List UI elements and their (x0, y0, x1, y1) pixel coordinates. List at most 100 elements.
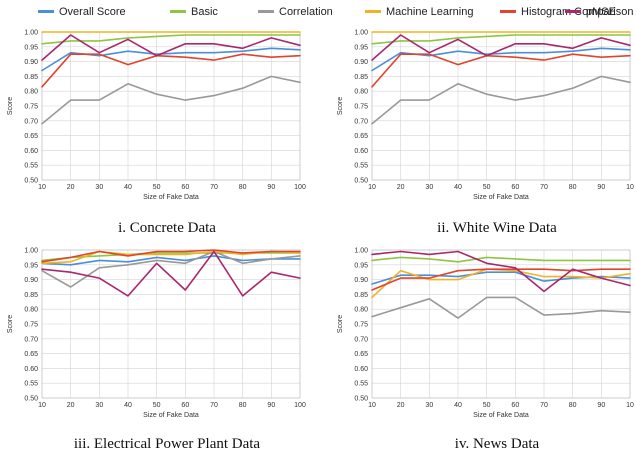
x-tick-label: 10 (38, 184, 46, 191)
x-tick-label: 60 (511, 184, 519, 191)
series-line-pmse (41, 250, 301, 297)
y-tick-label: 0.90 (354, 277, 368, 284)
series-line-basic (371, 256, 631, 263)
series-line-pmse (371, 250, 631, 293)
y-tick-label: 0.85 (24, 74, 38, 81)
legend-item-machine-learning: Machine Learning (365, 6, 473, 18)
y-tick-label: 0.50 (354, 396, 368, 403)
y-tick-label: 0.60 (24, 366, 38, 373)
x-tick-label: 80 (239, 184, 247, 191)
legend-swatch (500, 9, 516, 13)
legend-label: pMSE (586, 6, 616, 18)
x-tick-label: 90 (597, 402, 605, 409)
x-tick-label: 40 (454, 402, 462, 409)
y-tick-label: 0.55 (354, 381, 368, 388)
y-tick-label: 0.55 (24, 381, 38, 388)
y-tick-label: 0.85 (354, 292, 368, 299)
series-line-machine-learning (371, 268, 631, 299)
series-line-basic (371, 34, 631, 45)
x-tick-label: 40 (124, 402, 132, 409)
chart-panel-1: 0.50 0.55 0.60 0.65 0.70 0.75 0.80 0.85 0.90 0.95… (7, 30, 306, 237)
x-tick-label: 60 (181, 184, 189, 191)
y-tick-label: 0.90 (24, 277, 38, 284)
legend-label: Correlation (279, 6, 333, 18)
series-line-basic (41, 34, 301, 45)
legend-swatch (258, 9, 274, 13)
x-tick-label: 70 (210, 184, 218, 191)
x-tick-label: 80 (569, 184, 577, 191)
chart-panel-4: 0.50 0.55 0.60 0.65 0.70 0.75 0.80 0.85 0.90 0.95… (337, 248, 634, 453)
x-tick-label: 40 (124, 184, 132, 191)
x-tick-label: 10 (626, 184, 634, 191)
chart-caption: ii. White Wine Data (437, 220, 557, 236)
y-tick-label: 0.95 (24, 262, 38, 269)
y-axis-label: Score (7, 97, 14, 115)
x-tick-label: 90 (597, 184, 605, 191)
y-tick-label: 0.95 (24, 44, 38, 51)
x-tick-label: 30 (425, 184, 433, 191)
series-line-histogram-comparison (41, 53, 301, 88)
legend-label: Machine Learning (386, 6, 474, 18)
x-tick-label: 50 (483, 184, 491, 191)
y-tick-label: 0.50 (24, 178, 38, 185)
y-tick-label: 0.65 (24, 133, 38, 140)
y-tick-label: 0.75 (354, 322, 368, 329)
x-axis-label: Size of Fake Data (143, 194, 199, 201)
x-tick-label: 20 (67, 402, 75, 409)
y-tick-label: 0.95 (354, 44, 368, 51)
y-tick-label: 0.60 (354, 366, 368, 373)
chart-caption: iii. Electrical Power Plant Data (74, 436, 261, 452)
y-tick-label: 0.75 (354, 104, 368, 111)
x-tick-label: 10 (38, 402, 46, 409)
x-axis-label: Size of Fake Data (143, 412, 199, 419)
y-tick-label: 0.80 (24, 307, 38, 314)
y-axis-label: Score (337, 315, 344, 333)
x-tick-label: 80 (569, 402, 577, 409)
legend-swatch (365, 9, 381, 13)
y-axis-label: Score (337, 97, 344, 115)
y-tick-label: 0.80 (24, 89, 38, 96)
x-tick-label: 70 (540, 402, 548, 409)
x-tick-label: 30 (95, 184, 103, 191)
x-tick-label: 60 (181, 402, 189, 409)
y-tick-label: 0.65 (24, 351, 38, 358)
x-tick-label: 20 (397, 402, 405, 409)
legend-swatch (170, 9, 186, 13)
y-tick-label: 0.90 (354, 59, 368, 66)
y-tick-label: 0.65 (354, 133, 368, 140)
legend-swatch (38, 9, 54, 13)
y-axis-label: Score (7, 315, 14, 333)
chart-caption: i. Concrete Data (118, 220, 216, 236)
y-tick-label: 0.70 (24, 118, 38, 125)
y-tick-label: 0.50 (354, 178, 368, 185)
x-tick-label: 90 (267, 184, 275, 191)
series-line-correlation (41, 250, 301, 288)
y-tick-label: 0.60 (354, 148, 368, 155)
x-tick-label: 100 (294, 402, 306, 409)
y-tick-label: 0.85 (354, 74, 368, 81)
x-tick-label: 60 (511, 402, 519, 409)
y-tick-label: 1.00 (24, 30, 38, 37)
y-tick-label: 0.90 (24, 59, 38, 66)
y-tick-label: 0.65 (354, 351, 368, 358)
x-tick-label: 50 (483, 402, 491, 409)
y-tick-label: 0.70 (354, 118, 368, 125)
y-tick-label: 1.00 (24, 248, 38, 255)
series-line-correlation (371, 296, 631, 319)
legend-item-correlation: Correlation (258, 6, 333, 18)
y-tick-label: 0.80 (354, 307, 368, 314)
chart-caption: iv. News Data (455, 436, 540, 452)
x-tick-label: 30 (95, 402, 103, 409)
x-tick-label: 40 (454, 184, 462, 191)
series-line-overall-score (371, 47, 631, 72)
plot-frame (41, 249, 301, 399)
x-tick-label: 50 (153, 184, 161, 191)
y-tick-label: 0.55 (24, 163, 38, 170)
y-tick-label: 0.75 (24, 104, 38, 111)
x-axis-label: Size of Fake Data (473, 412, 529, 419)
x-tick-label: 10 (368, 184, 376, 191)
series-line-histogram-comparison (41, 249, 301, 263)
y-tick-label: 0.55 (354, 163, 368, 170)
x-tick-label: 90 (267, 402, 275, 409)
